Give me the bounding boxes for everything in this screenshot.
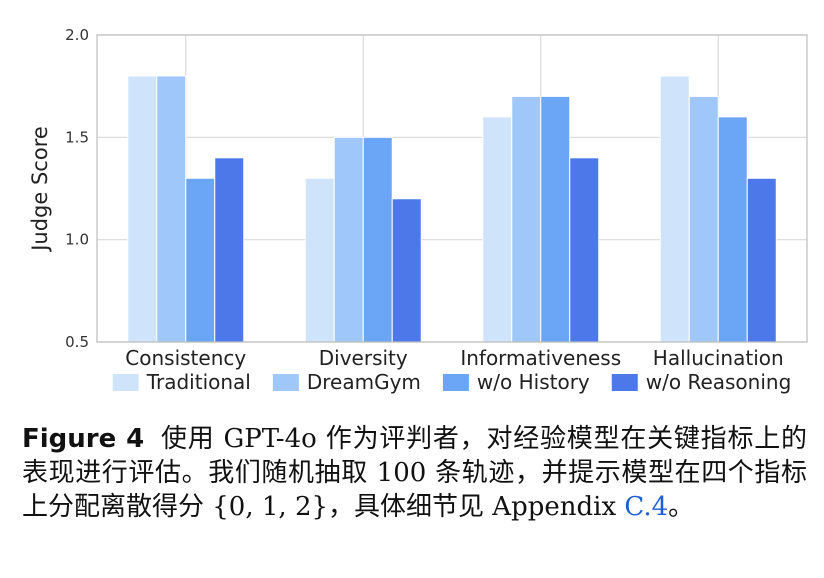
- y-tick-label: 2.0: [65, 26, 89, 44]
- bar: [659, 75, 690, 343]
- bar: [304, 177, 335, 343]
- figure-label: Figure 4: [22, 424, 145, 454]
- y-tick-label: 1.0: [65, 231, 89, 249]
- figure-caption: Figure 4 使用 GPT-4o 作为评判者，对经验模型在关键指标上的表现进行…: [22, 422, 807, 524]
- y-axis-label: Judge Score: [28, 126, 52, 253]
- bar: [511, 95, 542, 343]
- legend-swatch: [112, 374, 139, 391]
- y-tick-label: 0.5: [65, 333, 89, 351]
- x-category-label: Diversity: [319, 346, 408, 370]
- bar-chart: 0.5 1.0 1.5 2.0 Consistency Diversity Informat…: [28, 26, 808, 394]
- x-category-label: Hallucination: [653, 346, 784, 370]
- bar: [540, 95, 571, 343]
- legend-label: Traditional: [146, 370, 251, 394]
- caption-end: 。: [668, 492, 695, 522]
- legend-label: w/o Reasoning: [646, 370, 792, 394]
- bar: [391, 198, 422, 343]
- legend-label: DreamGym: [307, 370, 421, 394]
- bar: [214, 157, 245, 343]
- appendix-link[interactable]: C.4: [624, 492, 669, 522]
- caption-text: 使用 GPT-4o 作为评判者，对经验模型在关键指标上的表现进行评估。我们随机抽…: [22, 424, 807, 522]
- x-category-label: Informativeness: [460, 346, 621, 370]
- bar: [127, 75, 158, 343]
- legend-label: w/o History: [477, 370, 590, 394]
- legend-swatch: [611, 374, 638, 391]
- plot-frame: [96, 34, 808, 343]
- bar: [333, 136, 364, 343]
- bar: [362, 136, 393, 343]
- y-tick-label: 1.5: [65, 128, 89, 146]
- bar: [688, 95, 719, 343]
- chart: 0.5 1.0 1.5 2.0 Consistency Diversity Informat…: [28, 26, 808, 394]
- x-category-label: Consistency: [125, 346, 246, 370]
- legend-swatch: [272, 374, 299, 391]
- bar: [482, 116, 513, 343]
- bar: [185, 177, 216, 343]
- bar: [156, 75, 187, 343]
- bar: [746, 177, 777, 343]
- bar: [569, 157, 600, 343]
- bar: [717, 116, 748, 343]
- legend-swatch: [442, 374, 469, 391]
